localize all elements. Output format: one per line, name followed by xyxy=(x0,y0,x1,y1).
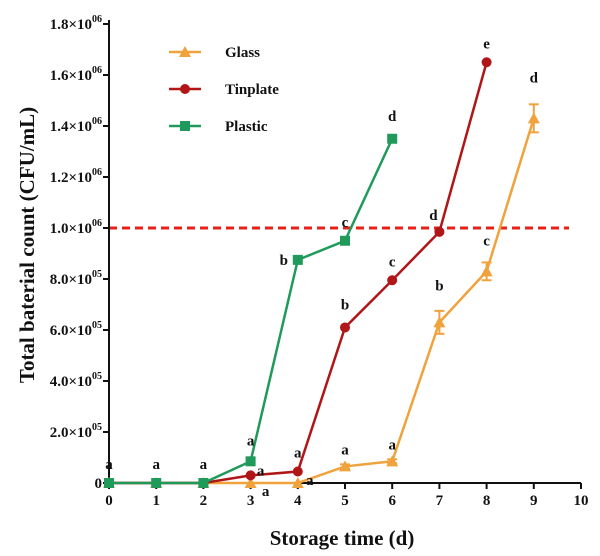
legend-plastic-label: Plastic xyxy=(225,119,268,135)
tinplate-point xyxy=(481,57,492,68)
glass-point xyxy=(244,477,257,488)
x-tick-label: 6 xyxy=(388,493,396,509)
tinplate-significance-label: a xyxy=(257,463,265,479)
plastic-point xyxy=(340,235,350,246)
y-axis-title: Total baterial count (CFU/mL) xyxy=(15,107,39,383)
glass-point xyxy=(386,455,399,467)
legend-tinplate-marker xyxy=(180,84,190,94)
y-tick-label: 0 xyxy=(95,476,103,492)
glass-point xyxy=(480,265,493,277)
y-tick-label: 2.0×1005 xyxy=(50,422,102,441)
tinplate-point xyxy=(245,470,256,481)
x-tick-label: 9 xyxy=(530,493,538,509)
y-tick-label: 6.0×1005 xyxy=(50,320,102,339)
x-axis-title: Storage time (d) xyxy=(270,526,415,550)
plastic-point xyxy=(151,478,162,488)
tinplate-significance-label: b xyxy=(341,297,349,313)
x-tick-label: 5 xyxy=(341,493,349,509)
x-tick-label: 7 xyxy=(436,493,444,509)
tinplate-point xyxy=(387,275,398,286)
x-tick-label: 0 xyxy=(105,493,113,509)
legend-glass-marker xyxy=(179,46,191,57)
tinplate-significance-label: e xyxy=(483,36,490,52)
x-tick-label: 1 xyxy=(152,493,160,509)
plastic-line xyxy=(109,138,394,485)
y-tick-label: 1.8×1006 xyxy=(50,14,102,33)
y-tick-label: 1.4×1006 xyxy=(50,116,102,135)
tinplate-significance-label: a xyxy=(294,446,302,462)
glass-significance-label: d xyxy=(530,70,539,86)
glass-significance-label: a xyxy=(388,437,396,453)
plastic-point xyxy=(104,478,114,488)
tinplate-line xyxy=(109,61,488,485)
y-tick-label: 8.0×1005 xyxy=(50,269,102,288)
glass-significance-label: a xyxy=(262,484,270,500)
y-tick-label: 1.0×1006 xyxy=(50,218,102,237)
tinplate-point xyxy=(292,466,303,477)
plastic-significance-label: a xyxy=(247,433,255,449)
plastic-point xyxy=(198,478,209,488)
y-tick-label: 1.6×1006 xyxy=(50,65,102,84)
plastic-point xyxy=(387,133,398,144)
glass-significance-label: b xyxy=(435,278,443,294)
plastic-significance-label: c xyxy=(342,215,349,231)
y-tick-label: 1.2×1006 xyxy=(50,167,102,186)
legend-glass-label: Glass xyxy=(225,45,260,61)
glass-significance-label: a xyxy=(306,473,314,489)
x-tick-label: 10 xyxy=(574,493,589,509)
plastic-significance-label: b xyxy=(280,253,288,269)
glass-point xyxy=(527,112,540,124)
plastic-point xyxy=(292,254,303,265)
plastic-significance-label: d xyxy=(388,109,397,125)
legend-tinplate-label: Tinplate xyxy=(225,82,279,98)
glass-point xyxy=(339,460,351,472)
glass-significance-label: a xyxy=(152,457,160,473)
x-tick-label: 2 xyxy=(200,493,208,509)
glass-point xyxy=(433,316,446,328)
legend-plastic-marker xyxy=(180,121,190,131)
y-tick-label: 4.0×1005 xyxy=(50,371,102,390)
plastic-point xyxy=(245,456,256,467)
glass-point xyxy=(291,477,304,488)
glass-significance-label: a xyxy=(341,442,349,458)
glass-significance-label: a xyxy=(105,457,113,473)
tinplate-significance-label: c xyxy=(389,254,396,270)
glass-line xyxy=(109,117,535,485)
x-tick-label: 3 xyxy=(247,493,255,509)
x-tick-label: 4 xyxy=(294,493,302,509)
glass-significance-label: c xyxy=(483,233,490,249)
x-tick-label: 8 xyxy=(483,493,491,509)
glass-significance-label: a xyxy=(200,457,208,473)
tinplate-point xyxy=(434,226,445,237)
tinplate-significance-label: d xyxy=(429,208,438,224)
tinplate-point xyxy=(340,322,350,333)
